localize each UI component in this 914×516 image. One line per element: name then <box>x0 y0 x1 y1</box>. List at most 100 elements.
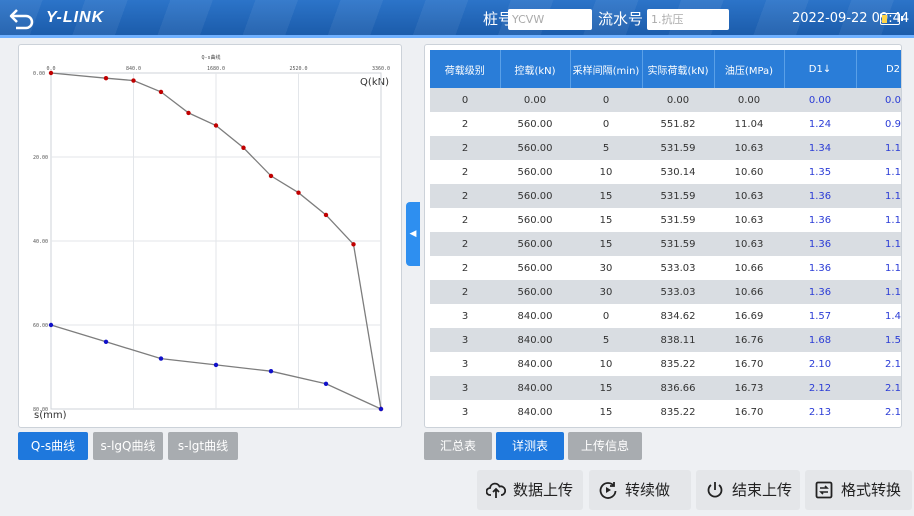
table-cell: 560.00 <box>517 262 553 274</box>
table-cell: 16.76 <box>714 328 784 352</box>
tab-s-lgt-curve[interactable]: s-lgt曲线 <box>168 432 238 460</box>
tab-summary-table[interactable]: 汇总表 <box>424 432 492 460</box>
column-header: 控载(kN) <box>500 50 571 88</box>
tab-q-s-curve[interactable]: Q-s曲线 <box>18 432 88 460</box>
table-cell: 551.82 <box>660 118 696 130</box>
pile-number-label: 桩号 <box>483 10 514 28</box>
end-upload-button[interactable]: 结束上传 <box>696 470 800 510</box>
table-cell: 3 <box>461 358 469 370</box>
table-cell: 836.66 <box>642 376 714 400</box>
data-point <box>296 190 301 195</box>
data-point <box>323 381 329 386</box>
table-cell: 531.59 <box>660 214 696 226</box>
table-cell: 1.5 <box>856 328 901 352</box>
series-line <box>50 72 382 410</box>
table-row[interactable]: 3 840.00 15 836.66 16.73 2.12 2.1 <box>430 376 901 400</box>
table-cell: 2 <box>461 262 469 274</box>
detail-table: 荷载级别 控载(kN) 采样间隔(min) 实际荷载(kN) 油压(MPa) D1↓ D2 … <box>430 50 901 424</box>
header-decoration <box>0 0 914 38</box>
table-cell: 531.59 <box>642 184 714 208</box>
x-tick-label: 1680.0 <box>207 66 225 72</box>
table-row[interactable]: 2 560.00 0 551.82 11.04 1.24 0.9 <box>430 112 901 136</box>
tab-s-lgq-curve[interactable]: s-lgQ曲线 <box>93 432 163 460</box>
table-cell: 530.14 <box>660 166 696 178</box>
tab-upload-info[interactable]: 上传信息 <box>568 432 642 460</box>
table-cell: 0.00 <box>642 88 714 112</box>
table-body: 0 0.00 0 0.00 0.00 0.00 0.0 2 560.00 0 551.82 11.04… <box>430 88 901 424</box>
tab-detail-table[interactable]: 详测表 <box>496 432 564 460</box>
datetime: 2022-09-22 09:44 <box>792 11 910 26</box>
table-row[interactable]: 3 840.00 5 838.11 16.76 1.68 1.5 <box>430 328 901 352</box>
table-cell: 30 <box>570 280 642 304</box>
table-cell: 2 <box>461 166 469 178</box>
table-cell: 835.22 <box>660 358 696 370</box>
battery-icon <box>880 13 903 25</box>
column-header: 采样间隔(min) <box>570 50 643 88</box>
column-header[interactable]: D1↓ <box>784 50 857 88</box>
data-point <box>48 70 54 76</box>
table-cell: 0.00 <box>784 88 856 112</box>
table-cell: 560.00 <box>500 136 570 160</box>
table-cell: 840.00 <box>500 376 570 400</box>
continue-button[interactable]: 转续做 <box>589 470 691 510</box>
table-cell: 834.62 <box>660 310 696 322</box>
table-cell: 2.1 <box>856 376 901 400</box>
data-point <box>268 173 274 179</box>
table-row[interactable]: 0 0.00 0 0.00 0.00 0.00 0.0 <box>430 88 901 112</box>
chevron-left-icon: ◀ <box>409 229 417 239</box>
table-row[interactable]: 2 560.00 5 531.59 10.63 1.34 1.1 <box>430 136 901 160</box>
table-cell: 1.36 <box>784 184 856 208</box>
serial-number-input[interactable] <box>647 9 729 30</box>
table-cell: 10.63 <box>734 214 764 226</box>
data-point <box>351 242 356 247</box>
table-cell: 560.00 <box>500 280 570 304</box>
back-arrow-icon[interactable] <box>8 6 36 32</box>
table-cell: 0.0 <box>856 88 901 112</box>
table-row[interactable]: 2 560.00 15 531.59 10.63 1.36 1.1 <box>430 184 901 208</box>
format-convert-button[interactable]: 格式转换 <box>805 470 912 510</box>
continue-label: 转续做 <box>625 481 671 499</box>
table-cell: 10.66 <box>734 262 764 274</box>
table-cell: 560.00 <box>517 166 553 178</box>
table-cell: 1.36 <box>784 280 856 304</box>
y-tick-label: 20.00 <box>33 155 48 161</box>
table-row[interactable]: 2 560.00 30 533.03 10.66 1.36 1.1 <box>430 256 901 280</box>
table-row[interactable]: 3 840.00 15 835.22 16.70 2.13 2.1 <box>430 400 901 424</box>
table-cell: 3 <box>430 328 500 352</box>
table-cell: 2 <box>461 214 469 226</box>
table-cell: 0 <box>602 118 610 130</box>
table-row[interactable]: 2 560.00 30 533.03 10.66 1.36 1.1 <box>430 280 901 304</box>
table-cell: 2.12 <box>784 376 856 400</box>
table-cell: 16.70 <box>734 406 764 418</box>
table-row[interactable]: 3 840.00 10 835.22 16.70 2.10 2.1 <box>430 352 901 376</box>
table-cell: 0 <box>602 310 610 322</box>
table-header-row: 荷载级别 控载(kN) 采样间隔(min) 实际荷载(kN) 油压(MPa) D1↓ D2 <box>430 50 901 88</box>
table-cell: 533.03 <box>642 280 714 304</box>
table-cell: 10.63 <box>714 136 784 160</box>
data-point <box>186 110 191 116</box>
data-upload-button[interactable]: 数据上传 <box>477 470 583 510</box>
table-cell: 2 <box>461 118 469 130</box>
table-cell: 11.04 <box>734 118 764 130</box>
header-underline <box>0 35 914 38</box>
table-row[interactable]: 2 560.00 10 530.14 10.60 1.35 1.1 <box>430 160 901 184</box>
table-cell: 16.73 <box>714 376 784 400</box>
table-cell: 5 <box>570 136 642 160</box>
data-point <box>48 322 54 328</box>
column-header: D2 <box>856 50 901 88</box>
pile-number-input[interactable] <box>508 9 592 30</box>
table-cell: 1.1 <box>856 232 901 256</box>
column-header: 荷载级别 <box>430 50 501 88</box>
table-cell: 1.1 <box>856 184 901 208</box>
table-row[interactable]: 2 560.00 15 531.59 10.63 1.36 1.1 <box>430 232 901 256</box>
logo: Y-LINK <box>46 9 105 26</box>
table-cell: 10.66 <box>714 280 784 304</box>
table-row[interactable]: 2 560.00 15 531.59 10.63 1.36 1.1 <box>430 208 901 232</box>
table-cell: 10 <box>599 358 613 370</box>
table-row[interactable]: 3 840.00 0 834.62 16.69 1.57 1.4 <box>430 304 901 328</box>
collapse-panel-button[interactable]: ◀ <box>406 202 420 266</box>
data-point <box>268 369 274 374</box>
end-upload-label: 结束上传 <box>732 481 793 499</box>
data-point <box>158 356 164 361</box>
table-cell: 1.1 <box>885 262 901 274</box>
